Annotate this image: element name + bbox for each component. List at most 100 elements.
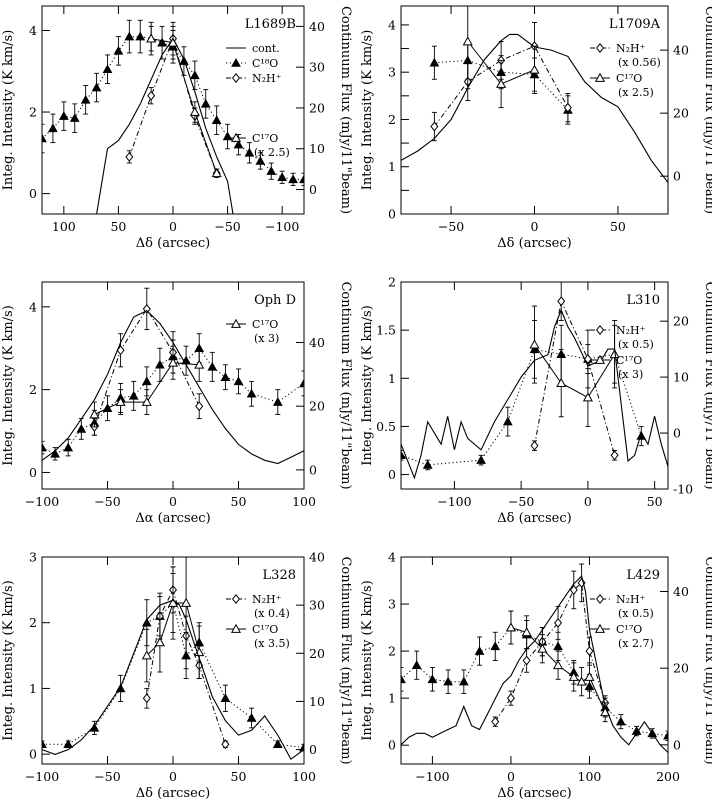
data-point	[135, 31, 146, 41]
x-tick-label: 100	[578, 769, 602, 784]
data-point	[220, 372, 231, 381]
chart-title: L328	[263, 568, 296, 583]
legend-label: (x 2.7)	[618, 637, 654, 650]
data-point	[141, 650, 152, 660]
legend-label: C¹⁷O	[252, 318, 278, 331]
legend: N₂H⁺(x 0.5) C¹⁷O(x 2.7)	[590, 593, 654, 650]
y2-tick-label: 20	[309, 399, 325, 414]
x-tick-label: 100	[292, 494, 316, 509]
legend-label: (x 3)	[254, 332, 279, 345]
data-point	[89, 409, 100, 419]
y2-tick-label: 40	[673, 584, 689, 599]
legend-marker	[231, 57, 241, 67]
y-tick-label: 3	[388, 597, 396, 612]
series-line-4	[96, 37, 234, 214]
x-tick-label: 50	[647, 494, 663, 509]
x-tick-label: −100	[25, 769, 59, 784]
data-point	[181, 597, 192, 607]
legend-label: (x 0.5)	[618, 338, 654, 351]
y2-tick-label: 20	[673, 661, 689, 676]
x-axis-label: Δδ (arcsec)	[497, 786, 571, 801]
x-tick-label: 0	[507, 769, 515, 784]
y2-tick-label: 30	[309, 60, 325, 75]
y2-axis-label: Continuum Flux (mJy/11"beam)	[338, 6, 353, 214]
data-point	[530, 440, 539, 451]
y-tick-label: 0	[388, 207, 396, 222]
plot-data	[401, 282, 668, 480]
data-point	[476, 455, 486, 464]
data-point	[299, 742, 304, 752]
legend-label: (x 0.56)	[618, 56, 661, 69]
y-tick-label: 0	[29, 186, 37, 201]
data-point	[663, 730, 668, 740]
y-axis-label: Integ. Intensity (K km/s)	[360, 30, 375, 191]
legend: C¹⁷O(x 3)	[226, 318, 279, 345]
data-point	[443, 676, 453, 686]
data-point	[154, 637, 165, 647]
x-tick-label: −50	[438, 219, 464, 234]
x-tick-label: 0	[531, 219, 539, 234]
x-tick-label: 0	[169, 769, 177, 784]
y-tick-label: 0	[388, 467, 396, 482]
y2-tick-label: 30	[309, 598, 325, 613]
data-point	[246, 388, 257, 398]
y-tick-label: 2	[388, 644, 396, 659]
y2-tick-label: 20	[309, 646, 325, 661]
chart-title: Oph D	[254, 293, 296, 308]
plot-data	[401, 563, 668, 753]
y2-axis-label: Continuum Flux (mJy/11"beam)	[338, 281, 353, 489]
x-tick-label: 50	[110, 219, 126, 234]
legend-label: N₂H⁺	[616, 42, 646, 55]
series-line-4	[401, 308, 668, 480]
y-tick-label: 0	[29, 747, 37, 762]
data-point	[50, 448, 60, 458]
legend: N₂H⁺(x 0.5) C¹⁷O(x 3)	[590, 324, 654, 381]
y-axis-label: Integ. Intensity (K km/s)	[360, 305, 375, 466]
y2-tick-label: 0	[309, 742, 317, 757]
series-line-4	[401, 33, 668, 183]
y-axis-label: Integ. Intensity (K km/s)	[1, 305, 16, 466]
legend-label: (x 3.5)	[254, 637, 290, 650]
y2-tick-label: 40	[309, 19, 325, 34]
data-point	[221, 739, 230, 750]
legend-marker	[231, 593, 241, 605]
x-tick-label: −100	[437, 494, 471, 509]
data-point	[91, 82, 102, 92]
y2-tick-label: 0	[673, 426, 681, 441]
x-tick-label: −50	[508, 494, 534, 509]
data-point	[147, 90, 156, 101]
y2-tick-label: 0	[309, 462, 317, 477]
series-line-4	[42, 310, 304, 465]
data-point	[299, 174, 304, 184]
data-point	[583, 354, 592, 365]
y-tick-label: 1.5	[376, 323, 396, 338]
data-point	[244, 147, 255, 157]
data-point	[124, 31, 135, 41]
data-point	[113, 45, 124, 55]
data-point	[167, 357, 179, 367]
legend-label: N₂H⁺	[252, 593, 282, 606]
plot-data	[42, 557, 304, 761]
data-point	[233, 376, 244, 386]
data-point	[496, 78, 507, 88]
chart-title: L310	[627, 293, 660, 308]
data-point	[255, 155, 266, 165]
x-tick-label: −100	[265, 219, 299, 234]
data-point	[272, 397, 283, 406]
y-tick-label: 3	[29, 550, 37, 565]
data-point	[195, 401, 204, 412]
legend-label: N₂H⁺	[252, 72, 282, 85]
plot-frame	[400, 556, 669, 765]
data-point	[69, 113, 80, 122]
series-line-3	[151, 38, 218, 174]
chart-title: L429	[627, 568, 660, 583]
data-point	[462, 36, 473, 46]
legend-label: N₂H⁺	[616, 324, 646, 337]
y2-tick-label: 0	[673, 737, 681, 752]
data-point	[222, 131, 233, 141]
data-point	[128, 390, 139, 400]
data-point	[58, 111, 69, 120]
